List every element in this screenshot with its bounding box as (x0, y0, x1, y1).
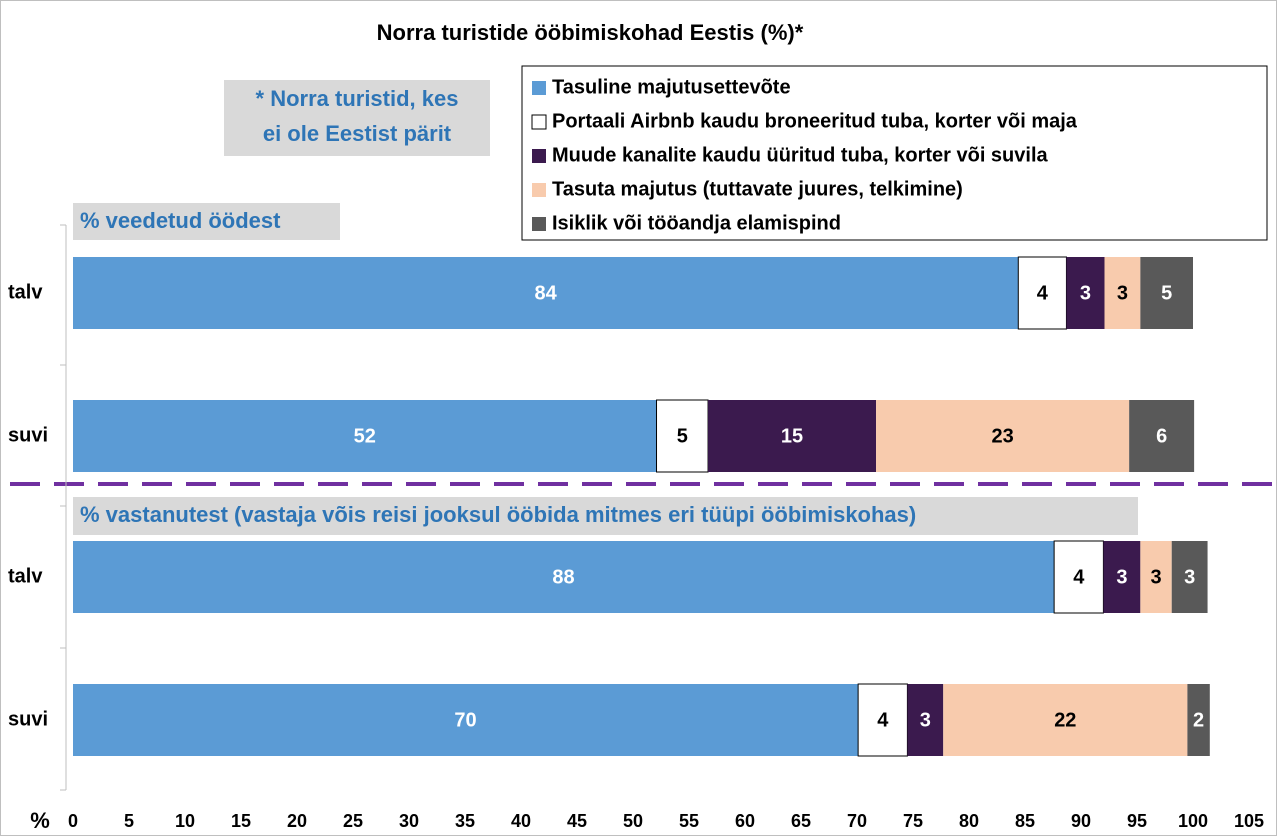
group-label-box (73, 203, 340, 240)
legend-swatch (532, 217, 546, 231)
x-tick-label: 85 (1015, 811, 1035, 831)
x-tick-label: 20 (287, 811, 307, 831)
chart-title: Norra turistide ööbimiskohad Eestis (%)* (377, 20, 804, 45)
x-tick-label: 50 (623, 811, 643, 831)
data-label: 6 (1156, 425, 1167, 447)
x-tick-label: 10 (175, 811, 195, 831)
x-tick-label: 15 (231, 811, 251, 831)
legend-box (521, 65, 1268, 241)
bar-segment (708, 400, 877, 472)
x-tick-label: 95 (1127, 811, 1147, 831)
bar-segment (1140, 257, 1193, 329)
bar-segment (1066, 257, 1105, 329)
data-label: 3 (1150, 566, 1161, 588)
bar-segment (907, 684, 944, 756)
x-tick-label: 60 (735, 811, 755, 831)
data-label: 5 (1161, 282, 1172, 304)
x-tick-label: 5 (124, 811, 134, 831)
group-label: % veedetud öödest (80, 208, 281, 233)
data-label: 3 (1117, 282, 1128, 304)
legend-swatch (532, 81, 546, 95)
data-label: 23 (991, 425, 1013, 447)
bar-segment (1103, 541, 1141, 613)
bar-segment (73, 684, 859, 756)
bar-segment (1171, 541, 1208, 613)
legend-label: Isiklik või tööandja elamispind (552, 212, 841, 234)
data-label: 22 (1054, 709, 1076, 731)
legend-swatch (532, 183, 546, 197)
data-label: 4 (1037, 282, 1049, 304)
legend-swatch (531, 114, 547, 130)
category-label: talv (8, 281, 43, 303)
x-tick-label: 80 (959, 811, 979, 831)
bar-segment (1053, 540, 1104, 614)
x-tick-label: 55 (679, 811, 699, 831)
x-tick-label: 70 (847, 811, 867, 831)
x-tick-label: 0 (68, 811, 78, 831)
data-label: 15 (781, 425, 803, 447)
category-label: talv (8, 565, 43, 587)
bar-segment (1129, 400, 1195, 472)
data-label: 3 (1116, 566, 1127, 588)
data-label: 3 (1184, 566, 1195, 588)
x-tick-label: 45 (567, 811, 587, 831)
bar-segment (73, 541, 1055, 613)
data-label: 84 (535, 282, 558, 304)
bar-segment (1140, 541, 1172, 613)
data-label: 2 (1193, 709, 1204, 731)
legend-swatch (532, 149, 546, 163)
data-label: 3 (920, 709, 931, 731)
data-label: 70 (454, 709, 476, 731)
data-label: 4 (1073, 566, 1085, 588)
x-tick-label: 35 (455, 811, 475, 831)
x-axis-label: % (30, 808, 50, 833)
data-label: 52 (354, 425, 376, 447)
legend-label: Tasuline majutusettevõte (552, 76, 791, 98)
data-label: 5 (677, 425, 688, 447)
bar-segment (1187, 684, 1210, 756)
legend-label: Portaali Airbnb kaudu broneeritud tuba, … (552, 110, 1078, 132)
bar-segment (73, 400, 657, 472)
group-label: % vastanutest (vastaja võis reisi jooksu… (80, 502, 916, 527)
group-label-box (73, 497, 1138, 535)
x-tick-label: 75 (903, 811, 923, 831)
bar-segment (1104, 257, 1141, 329)
data-label: 88 (552, 566, 574, 588)
x-tick-label: 90 (1071, 811, 1091, 831)
bar-segment (73, 257, 1019, 329)
x-tick-label: 40 (511, 811, 531, 831)
bar-segment (876, 400, 1130, 472)
x-tick-label: 30 (399, 811, 419, 831)
legend-label: Muude kanalite kaudu üüritud tuba, korte… (552, 144, 1049, 166)
data-label: 4 (877, 709, 889, 731)
bar-segment (943, 684, 1188, 756)
note-line: * Norra turistid, kes (256, 86, 459, 111)
x-tick-label: 105 (1234, 811, 1264, 831)
note-line: ei ole Eestist pärit (263, 121, 452, 146)
bar-segment (857, 683, 908, 757)
x-tick-label: 65 (791, 811, 811, 831)
category-label: suvi (8, 424, 48, 446)
x-tick-label: 25 (343, 811, 363, 831)
data-label: 3 (1080, 282, 1091, 304)
category-label: suvi (8, 708, 48, 730)
x-tick-label: 100 (1178, 811, 1208, 831)
note-box (224, 80, 490, 156)
legend-label: Tasuta majutus (tuttavate juures, telkim… (552, 178, 963, 200)
